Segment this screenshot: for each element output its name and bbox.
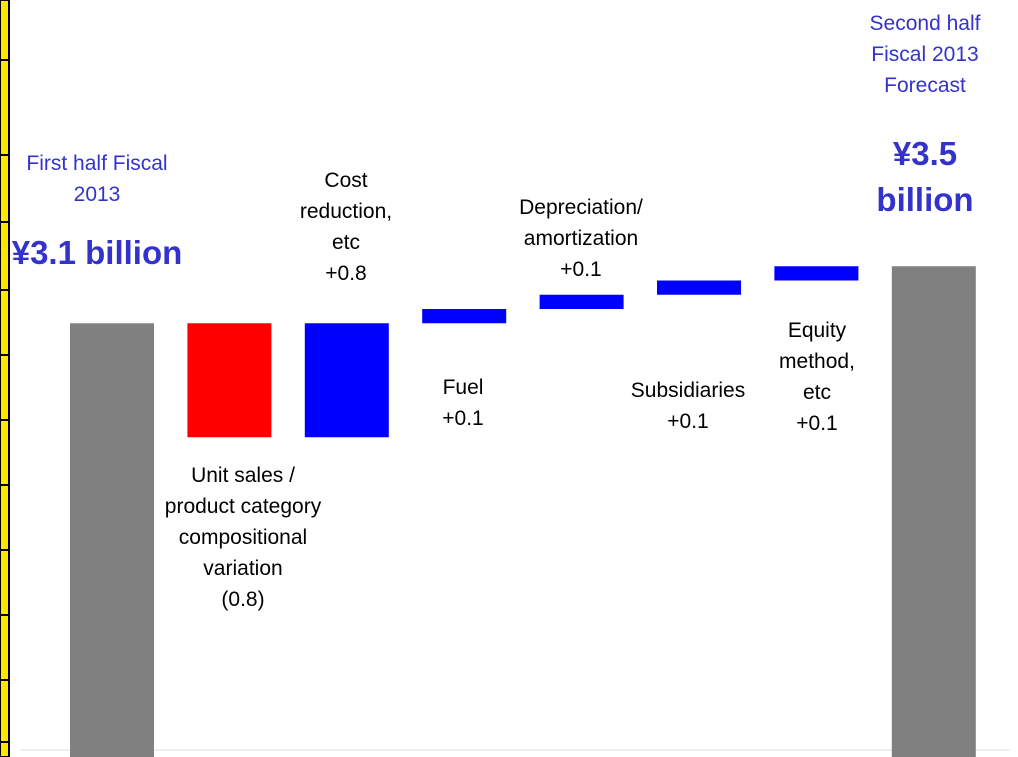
bar-label: Depreciation/ amortization +0.1 xyxy=(506,192,656,285)
value-label: ¥3.5 billion xyxy=(876,135,974,218)
category-label: Second half Fiscal 2013 Forecast xyxy=(869,12,981,97)
bar-label: Subsidiaries +0.1 xyxy=(613,375,763,437)
value-label: +0.1 xyxy=(667,410,709,433)
bar xyxy=(422,309,507,324)
value-label: +0.1 xyxy=(796,412,838,435)
bar xyxy=(891,266,976,757)
bar xyxy=(774,266,859,281)
category-label: Depreciation/ amortization xyxy=(519,196,643,250)
bar-label: Second half Fiscal 2013 Forecast ¥3.5 bil… xyxy=(850,8,1000,223)
bar-label: Fuel +0.1 xyxy=(423,372,503,434)
category-label: Equity method, etc xyxy=(779,319,855,404)
value-label: ¥3.1 billion xyxy=(11,234,183,271)
bar xyxy=(70,323,154,757)
bar-label: First half Fiscal 2013 ¥3.1 billion xyxy=(10,148,185,276)
category-label: Subsidiaries xyxy=(630,379,746,402)
bar xyxy=(539,294,624,309)
category-label: First half Fiscal 2013 xyxy=(26,152,168,206)
bar-label: Cost reduction, etc +0.8 xyxy=(291,165,401,289)
bar-label: Unit sales / product category compositio… xyxy=(158,460,328,615)
value-label: +0.1 xyxy=(442,407,484,430)
left-edge xyxy=(0,0,10,757)
category-label: Unit sales / product category compositio… xyxy=(164,464,322,580)
category-label: Fuel xyxy=(442,376,484,399)
value-label: +0.1 xyxy=(560,258,602,281)
bar-label: Equity method, etc +0.1 xyxy=(767,315,867,439)
bar xyxy=(657,280,741,295)
bar xyxy=(187,323,272,438)
value-label: +0.8 xyxy=(325,262,367,285)
category-label: Cost reduction, etc xyxy=(299,169,393,254)
bar xyxy=(304,323,389,438)
value-label: (0.8) xyxy=(221,588,265,611)
